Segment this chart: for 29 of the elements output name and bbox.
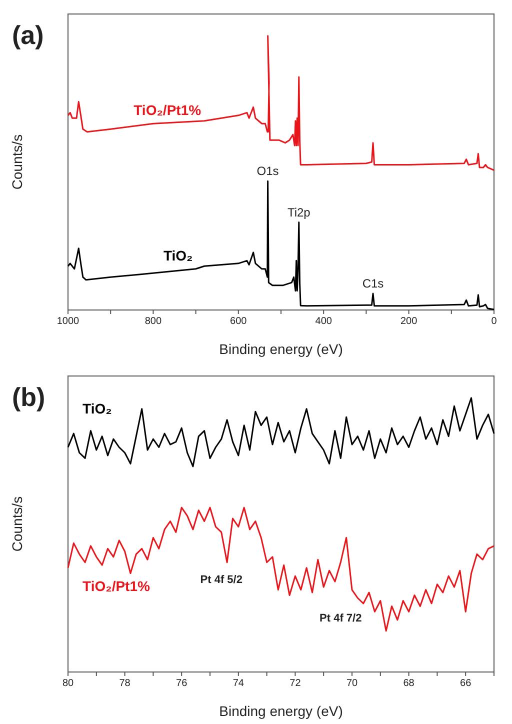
x-tick-label: 74 bbox=[232, 678, 244, 690]
x-tick-label: 200 bbox=[400, 316, 418, 328]
x-tick-label: 76 bbox=[176, 678, 188, 690]
series-label: TiO₂ bbox=[82, 400, 112, 417]
annotation: Pt 4f 5/2 bbox=[200, 574, 242, 586]
annotation: Pt 4f 7/2 bbox=[320, 612, 362, 625]
x-axis-title: Binding energy (eV) bbox=[219, 703, 343, 719]
x-tick-label: 80 bbox=[62, 678, 74, 690]
series-label: TiO₂/Pt1% bbox=[82, 578, 150, 594]
x-tick-label: 400 bbox=[315, 316, 332, 328]
annotation: C1s bbox=[362, 276, 384, 291]
x-tick-label: 0 bbox=[491, 316, 498, 328]
x-tick-label: 68 bbox=[403, 678, 415, 690]
x-tick-label: 72 bbox=[290, 678, 302, 690]
x-tick-label: 78 bbox=[119, 678, 131, 690]
y-axis-title: Counts/s bbox=[9, 496, 25, 552]
x-tick-label: 70 bbox=[346, 678, 358, 690]
annotation: O1s bbox=[256, 164, 279, 178]
x-tick-label: 600 bbox=[230, 316, 248, 328]
x-tick-label: 1000 bbox=[56, 316, 80, 328]
series-label: TiO₂/Pt1% bbox=[134, 102, 202, 118]
y-axis-title: Counts/s bbox=[9, 134, 25, 190]
x-axis-title: Binding energy (eV) bbox=[219, 341, 343, 357]
x-tick-label: 800 bbox=[144, 316, 162, 328]
chart-title: (b) bbox=[12, 382, 46, 412]
annotation: Ti2p bbox=[287, 205, 311, 220]
series-label: TiO₂ bbox=[163, 247, 193, 264]
chart-title: (a) bbox=[12, 20, 44, 50]
x-tick-label: 66 bbox=[460, 678, 472, 690]
